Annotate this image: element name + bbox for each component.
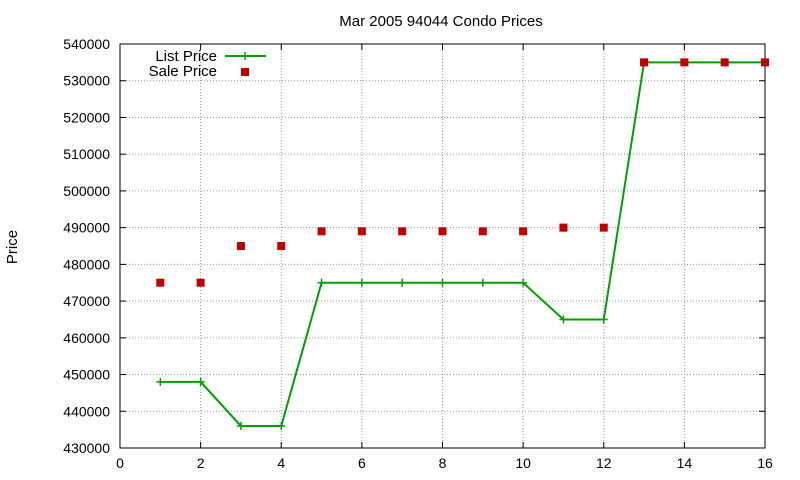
x-tick-label: 4	[277, 455, 285, 471]
sale-price-point	[196, 278, 205, 287]
y-tick-label: 430000	[63, 440, 110, 456]
list-price-point	[438, 278, 447, 287]
list-price-point	[478, 278, 487, 287]
y-tick-label: 510000	[63, 146, 110, 162]
y-tick-label: 540000	[63, 36, 110, 52]
list-price-line	[160, 61, 765, 427]
y-axis-label: Price	[4, 230, 21, 264]
list-price-point	[317, 278, 326, 287]
x-tick-label: 10	[515, 455, 531, 471]
sale-price-point	[559, 223, 568, 232]
y-tick-label: 460000	[63, 330, 110, 346]
sale-price-point	[599, 223, 608, 232]
y-tick-labels: 430000 440000 450000 460000 470000 480000 4900…	[63, 36, 110, 456]
x-tick-label: 0	[116, 455, 124, 471]
x-tick-label: 16	[757, 455, 773, 471]
sale-price-point	[156, 278, 165, 287]
x-tick-label: 14	[677, 455, 693, 471]
legend-marker-list-price	[241, 52, 249, 60]
list-price-point	[277, 421, 286, 430]
axis-ticks	[119, 43, 766, 449]
list-price-point	[559, 315, 568, 324]
sale-price-point	[236, 242, 245, 250]
list-price-point	[156, 377, 165, 386]
x-tick-label: 12	[596, 455, 612, 471]
list-price-point	[357, 278, 366, 287]
x-tick-label: 2	[197, 455, 205, 471]
y-tick-label: 530000	[63, 73, 110, 89]
x-tick-label: 6	[358, 455, 366, 471]
y-tick-label: 450000	[63, 367, 110, 383]
y-tick-label: 480000	[63, 256, 110, 272]
list-price-point	[599, 315, 608, 324]
chart-title: Mar 2005 94044 Condo Prices	[339, 13, 542, 30]
sale-price-point	[277, 242, 286, 250]
legend-label-list-price: List Price	[155, 48, 217, 65]
sale-price-point	[357, 227, 366, 236]
series-layer	[156, 58, 769, 430]
sale-price-point	[317, 227, 326, 236]
grid	[120, 44, 765, 448]
y-tick-label: 490000	[63, 220, 110, 236]
sale-price-point	[640, 58, 649, 67]
x-tick-label: 8	[439, 455, 447, 471]
list-price-point	[398, 278, 407, 287]
legend-marker-sale-price	[241, 68, 249, 76]
sale-price-point	[680, 58, 689, 67]
sale-price-point	[519, 227, 528, 236]
x-tick-labels: 0 2 4 6 8 10 12 14 16	[116, 455, 773, 471]
y-tick-label: 470000	[63, 293, 110, 309]
legend-label-sale-price: Sale Price	[149, 63, 217, 80]
sale-price-point	[398, 227, 407, 236]
legend: List Price Sale Price	[149, 48, 266, 80]
y-tick-label: 500000	[63, 183, 110, 199]
sale-price-point	[720, 58, 729, 67]
y-tick-label: 440000	[63, 403, 110, 419]
list-price-point	[236, 421, 245, 430]
y-tick-label: 520000	[63, 109, 110, 125]
sale-price-point	[438, 227, 447, 236]
list-price-point	[519, 278, 528, 287]
sale-price-point	[478, 227, 487, 236]
sale-price-point	[761, 58, 769, 67]
list-price-point	[196, 377, 205, 386]
